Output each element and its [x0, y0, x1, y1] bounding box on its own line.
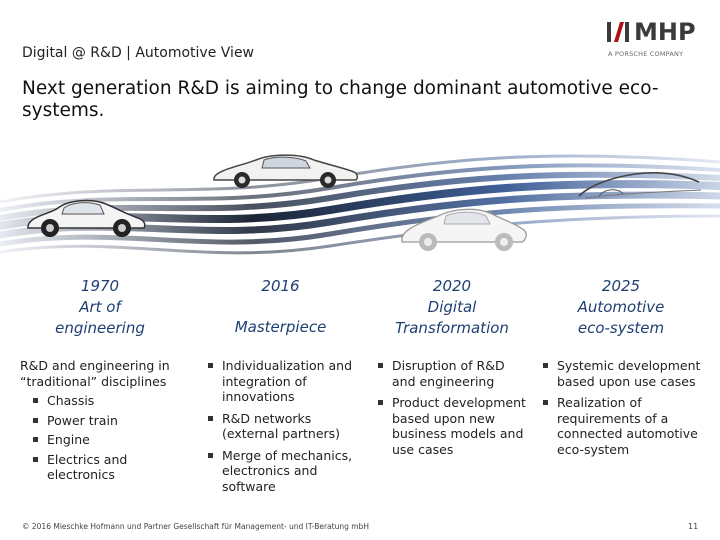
column-title: 2016 Masterpiece: [198, 276, 363, 338]
column-year: 2025: [601, 276, 641, 295]
bullet-item: Merge of mechanics, electronics and soft…: [206, 448, 363, 495]
column-title-line: [198, 297, 363, 317]
bullet-item: Product development based upon new busin…: [376, 395, 532, 457]
column-intro: R&D and engineering in “traditional” dis…: [20, 358, 170, 389]
concept-car-outline-icon: [578, 172, 702, 199]
bullet-item: Chassis: [31, 393, 180, 409]
column-title-line: Automotive: [577, 297, 665, 316]
column-2025: 2025 Automotive eco-system Systemic deve…: [541, 276, 701, 463]
column-title: 2020 Digital Transformation: [372, 276, 532, 338]
bullet-item: Systemic development based upon use case…: [541, 358, 701, 389]
column-1970: 1970 Art of engineering R&D and engineer…: [20, 276, 180, 487]
column-year: 2016: [261, 277, 300, 295]
column-2020: 2020 Digital Transformation Disruption o…: [372, 276, 532, 463]
header-subtitle: Digital @ R&D | Automotive View: [22, 45, 255, 61]
column-title-line: Transformation: [395, 318, 509, 337]
future-sports-car-icon: [401, 208, 527, 251]
bullet-item: Power train: [31, 413, 180, 429]
mhp-logo-mark-icon: [607, 22, 629, 42]
column-year: 2020: [432, 276, 472, 295]
bullet-item: Realization of requirements of a connect…: [541, 395, 701, 457]
bullet-item: R&D networks (external partners): [206, 411, 363, 442]
logo-tagline: A PORSCHE COMPANY: [608, 50, 684, 58]
column-2016: 2016 Masterpiece Individualization and i…: [198, 276, 363, 500]
page-number: 11: [688, 522, 699, 531]
bullet-item: Electrics and electronics: [31, 452, 180, 483]
bullet-item: Disruption of R&D and engineering: [376, 358, 532, 389]
column-title-line: eco-system: [577, 318, 665, 337]
page-headline: Next generation R&D is aiming to change …: [22, 78, 659, 121]
column-title-line: engineering: [55, 318, 145, 337]
column-year: 1970: [80, 276, 120, 295]
column-title: 2025 Automotive eco-system: [541, 276, 701, 338]
bullet-item: Engine: [31, 432, 180, 448]
column-title: 1970 Art of engineering: [20, 276, 180, 338]
column-title-line: Masterpiece: [234, 318, 327, 336]
column-title-line: Digital: [427, 297, 477, 316]
modern-sports-car-icon: [213, 154, 359, 188]
footer-copyright: © 2016 Mieschke Hofmann und Partner Gese…: [22, 522, 369, 531]
logo-wordmark: MHP: [634, 18, 696, 46]
classic-car-icon: [27, 199, 146, 237]
bullet-item: Individualization and integration of inn…: [206, 358, 363, 405]
mhp-logo: MHP A PORSCHE COMPANY: [606, 18, 702, 64]
column-title-line: Art of: [79, 297, 121, 316]
